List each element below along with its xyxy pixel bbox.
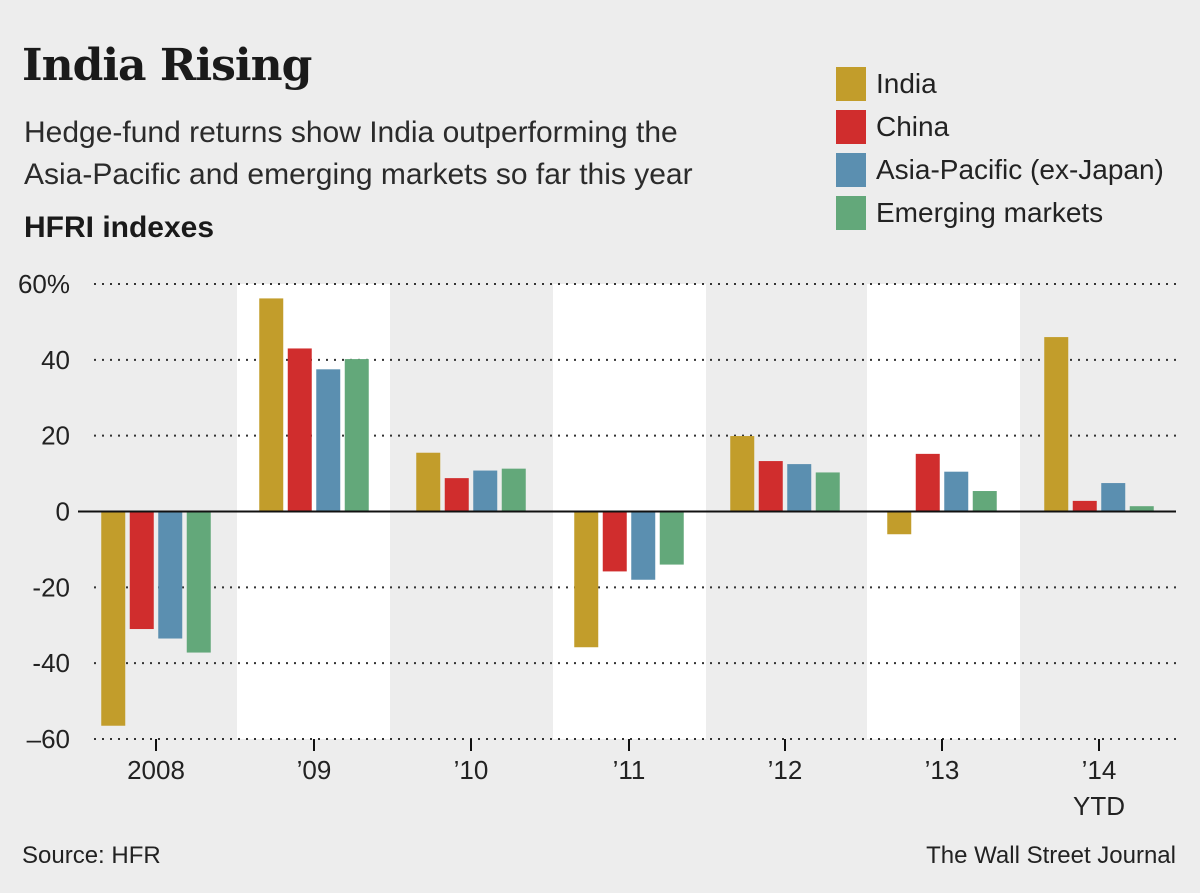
legend-label-asia-pacific: Asia-Pacific (ex-Japan) [876, 153, 1164, 185]
bar-china-2 [444, 478, 469, 512]
index-label: HFRI indexes [24, 211, 215, 244]
y-tick-label: 20 [41, 421, 70, 451]
legend-swatch-asia-pacific [836, 152, 866, 187]
x-tick-label: 2008 [127, 755, 185, 785]
bar-china-3 [602, 511, 627, 572]
y-tick-label: 60% [18, 269, 70, 299]
legend-swatch-china [836, 109, 866, 144]
source-note: Source: HFR [22, 842, 161, 869]
bar-emerging-markets-0 [186, 511, 211, 653]
x-tick-label: ’13 [925, 755, 960, 785]
bar-emerging-markets-1 [344, 359, 369, 512]
y-tick-label: 40 [41, 345, 70, 375]
bar-emerging-markets-3 [659, 511, 684, 565]
y-tick-label: 0 [56, 497, 70, 527]
x-tick-label: ’09 [297, 755, 332, 785]
bar-china-4 [758, 461, 783, 512]
bar-india-4 [730, 436, 755, 512]
bar-india-0 [101, 511, 126, 726]
bar-emerging-markets-2 [501, 468, 526, 512]
legend-swatch-emerging-markets [836, 195, 866, 230]
legend-item-india: India [836, 62, 1164, 105]
x-tick-label: ’14 [1082, 755, 1117, 785]
bar-emerging-markets-6 [1129, 506, 1154, 512]
legend: India China Asia-Pacific (ex-Japan) Emer… [836, 62, 1164, 234]
x-tick-label: ’12 [768, 755, 803, 785]
legend-label-india: India [876, 67, 937, 99]
legend-label-china: China [876, 110, 950, 142]
bar-india-5 [887, 511, 912, 535]
legend-item-china: China [836, 105, 1164, 148]
bar-china-1 [287, 348, 312, 512]
x-tick-label: ’10 [454, 755, 489, 785]
legend-swatch-india [836, 66, 866, 101]
bar-emerging-markets-4 [815, 472, 840, 512]
y-tick-label: -20 [32, 572, 70, 602]
credit: The Wall Street Journal [926, 842, 1176, 869]
bar-india-1 [259, 298, 284, 512]
bar-india-3 [574, 511, 599, 648]
x-tick-sublabel: YTD [1073, 791, 1125, 821]
subtitle-line-1: Hedge-fund returns show India outperform… [24, 116, 678, 149]
bar-asia-pacific-ex-japan--5 [944, 471, 969, 512]
chart-subtitle: Hedge-fund returns show India outperform… [24, 112, 804, 196]
legend-item-asia-pacific: Asia-Pacific (ex-Japan) [836, 148, 1164, 191]
bar-asia-pacific-ex-japan--2 [473, 470, 498, 512]
legend-item-emerging-markets: Emerging markets [836, 191, 1164, 234]
bar-asia-pacific-ex-japan--4 [787, 464, 812, 512]
bar-india-2 [416, 452, 441, 512]
bar-china-5 [915, 453, 940, 512]
bar-asia-pacific-ex-japan--0 [158, 511, 183, 639]
bar-china-0 [129, 511, 154, 630]
bar-emerging-markets-5 [972, 491, 997, 512]
legend-label-emerging-markets: Emerging markets [876, 196, 1104, 228]
x-tick-label: ’11 [613, 755, 646, 785]
bar-india-6 [1044, 337, 1069, 512]
y-tick-label: –60 [27, 724, 70, 754]
y-tick-label: -40 [32, 648, 70, 678]
subtitle-line-2: Asia-Pacific and emerging markets so far… [24, 158, 693, 191]
bar-asia-pacific-ex-japan--1 [316, 369, 341, 512]
bar-china-6 [1072, 500, 1097, 512]
bar-asia-pacific-ex-japan--6 [1101, 483, 1126, 512]
bar-asia-pacific-ex-japan--3 [631, 511, 656, 580]
chart-title: India Rising [22, 40, 312, 91]
